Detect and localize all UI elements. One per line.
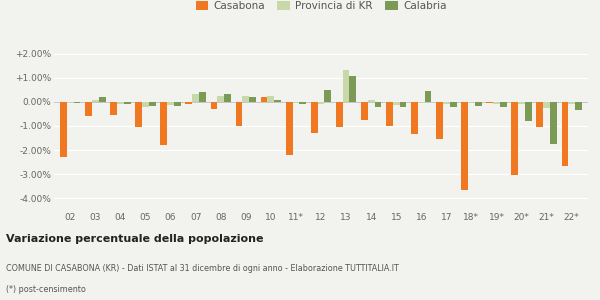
Bar xyxy=(136,102,142,127)
Bar xyxy=(461,102,468,190)
Bar xyxy=(361,102,368,120)
Bar xyxy=(418,102,425,103)
Bar xyxy=(393,102,400,105)
Bar xyxy=(60,102,67,157)
Bar xyxy=(493,102,500,104)
Bar xyxy=(500,102,506,107)
Bar xyxy=(443,102,450,104)
Bar xyxy=(374,102,381,107)
Bar xyxy=(160,102,167,145)
Bar xyxy=(436,102,443,139)
Bar xyxy=(242,96,249,102)
Bar xyxy=(511,102,518,175)
Bar xyxy=(525,102,532,121)
Bar xyxy=(149,102,155,106)
Bar xyxy=(124,102,131,104)
Legend: Casabona, Provincia di KR, Calabria: Casabona, Provincia di KR, Calabria xyxy=(191,0,451,15)
Bar xyxy=(336,102,343,127)
Bar xyxy=(99,97,106,102)
Bar xyxy=(487,102,493,103)
Bar xyxy=(543,102,550,108)
Bar xyxy=(568,102,575,104)
Text: (*) post-censimento: (*) post-censimento xyxy=(6,285,86,294)
Bar xyxy=(261,97,268,102)
Bar xyxy=(110,102,117,115)
Bar xyxy=(468,102,475,103)
Bar xyxy=(217,96,224,102)
Bar xyxy=(411,102,418,134)
Bar xyxy=(311,102,317,133)
Bar xyxy=(211,102,217,109)
Bar xyxy=(536,102,543,127)
Bar xyxy=(368,100,374,102)
Bar xyxy=(425,91,431,102)
Bar xyxy=(199,92,206,102)
Bar xyxy=(293,102,299,103)
Bar xyxy=(343,70,349,102)
Bar xyxy=(92,100,99,102)
Bar xyxy=(518,102,525,104)
Bar xyxy=(386,102,393,126)
Bar xyxy=(192,94,199,102)
Bar xyxy=(299,102,306,104)
Bar xyxy=(67,102,74,103)
Bar xyxy=(142,102,149,107)
Bar xyxy=(117,102,124,104)
Bar xyxy=(74,102,80,103)
Bar xyxy=(167,102,174,105)
Bar xyxy=(85,102,92,116)
Bar xyxy=(174,102,181,106)
Bar xyxy=(286,102,293,155)
Bar xyxy=(185,102,192,104)
Bar xyxy=(224,94,231,102)
Bar xyxy=(475,102,482,106)
Bar xyxy=(274,100,281,102)
Bar xyxy=(349,76,356,102)
Text: COMUNE DI CASABONA (KR) - Dati ISTAT al 31 dicembre di ogni anno - Elaborazione : COMUNE DI CASABONA (KR) - Dati ISTAT al … xyxy=(6,264,399,273)
Bar xyxy=(550,102,557,144)
Bar xyxy=(236,102,242,126)
Bar xyxy=(268,96,274,102)
Bar xyxy=(249,97,256,102)
Bar xyxy=(325,90,331,102)
Text: Variazione percentuale della popolazione: Variazione percentuale della popolazione xyxy=(6,234,263,244)
Bar xyxy=(562,102,568,166)
Bar xyxy=(450,102,457,107)
Bar xyxy=(400,102,406,107)
Bar xyxy=(317,102,325,104)
Bar xyxy=(575,102,582,110)
